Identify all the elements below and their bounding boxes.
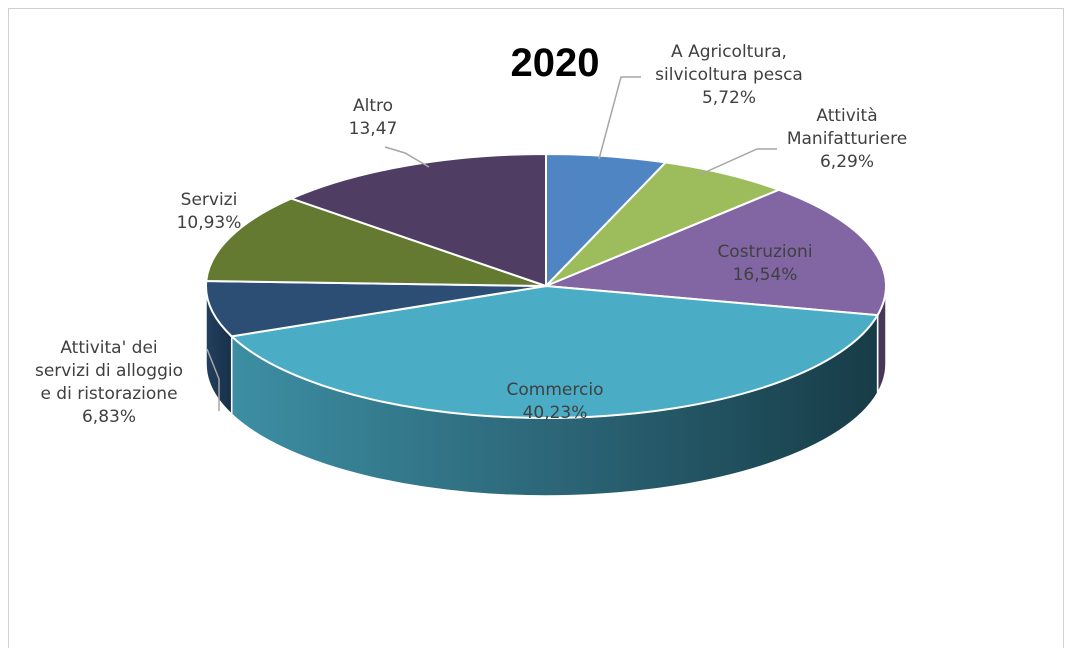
- data-label-category: Costruzioni: [717, 242, 812, 262]
- data-label-category: Attività: [816, 106, 877, 126]
- data-label-category: Attivita' dei: [60, 338, 157, 358]
- leader-line: [698, 148, 777, 176]
- data-label-category: silvicoltura pesca: [655, 65, 803, 85]
- data-label-category: e di ristorazione: [40, 384, 177, 404]
- data-label-category: Altro: [353, 96, 393, 116]
- pie-slice: [545, 188, 887, 317]
- leader-line: [384, 146, 430, 168]
- data-label-category: Commercio: [507, 380, 604, 400]
- pie-slice: [205, 197, 547, 287]
- data-label: Costruzioni 16,54%: [717, 242, 812, 285]
- data-label-value: 10,93%: [177, 213, 242, 233]
- chart-frame: A Agricoltura, silvicoltura pesca 5,72% Att…: [8, 8, 1064, 648]
- data-label: Attivita' dei servizi di alloggio e di ris…: [35, 338, 183, 427]
- data-label-value: 16,54%: [733, 265, 798, 285]
- data-label: Attività Manifatturiere 6,29%: [787, 106, 907, 172]
- data-label-category: A Agricoltura,: [671, 42, 787, 62]
- pie-slice: [288, 152, 547, 288]
- data-label-value: 6,29%: [820, 152, 874, 172]
- data-label-category: Servizi: [181, 190, 238, 210]
- data-label-value: 13,47: [349, 119, 398, 139]
- data-label-category: Manifatturiere: [787, 129, 907, 149]
- data-label: A Agricoltura, silvicoltura pesca 5,72%: [655, 42, 803, 108]
- data-label-value: 6,83%: [82, 407, 136, 427]
- data-label-value: 40,23%: [523, 403, 588, 423]
- pie-slice: [229, 284, 880, 419]
- data-label-category: servizi di alloggio: [35, 361, 183, 381]
- pie-slice: [545, 161, 782, 287]
- data-label: Commercio 40,23%: [507, 380, 604, 423]
- leader-line: [598, 76, 641, 160]
- data-label: Altro 13,47: [349, 96, 398, 139]
- chart-title: 2020: [511, 41, 600, 85]
- leader-line: [206, 348, 220, 411]
- pie-slice: [205, 279, 547, 338]
- pie-chart: A Agricoltura, silvicoltura pesca 5,72% Att…: [35, 41, 907, 497]
- data-label: Servizi 10,93%: [177, 190, 242, 233]
- data-label-value: 5,72%: [702, 88, 756, 108]
